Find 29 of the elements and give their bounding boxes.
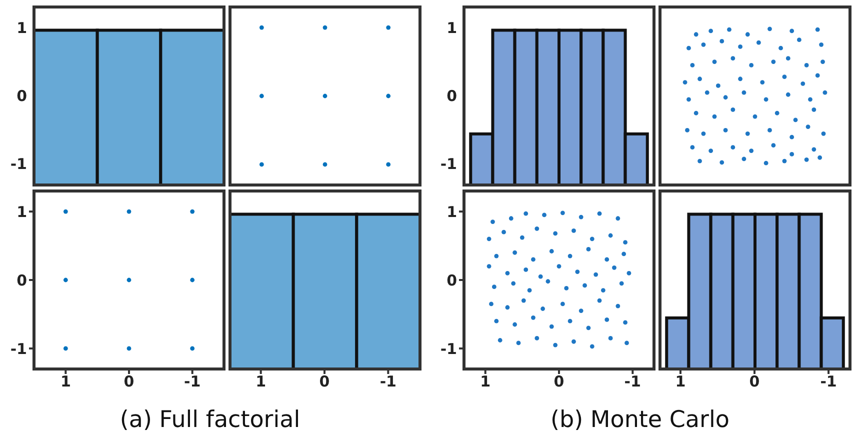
y-tick-label: -1: [10, 340, 27, 358]
x-tick-label: -1: [184, 372, 201, 391]
x-tick-label: 0: [124, 372, 134, 391]
point: [190, 278, 195, 282]
x-tick-label: -1: [820, 372, 837, 391]
point: [190, 209, 195, 214]
x-tick-label: 1: [60, 372, 71, 391]
x-tick-label: 0: [749, 372, 760, 391]
point: [126, 278, 132, 282]
x-tick-label: 1: [675, 372, 686, 391]
x-tick-label: -1: [624, 372, 641, 391]
x-tick-label: 0: [554, 372, 564, 391]
point: [63, 346, 68, 351]
point: [126, 346, 132, 351]
point: [126, 209, 132, 214]
x-tick-label: 0: [319, 372, 330, 391]
y-tick-label: -1: [440, 340, 457, 358]
point: [63, 209, 68, 214]
x-tick-label: 1: [480, 372, 491, 391]
x-tick-label: -1: [380, 372, 397, 391]
y-tick-label: 0: [16, 271, 27, 290]
point: [63, 278, 68, 282]
text: (a) Full factorial: [118, 407, 302, 433]
x-tick-label: 1: [256, 372, 266, 391]
y-tick-label: 1: [446, 202, 457, 221]
text: (b) Monte Carlo: [550, 407, 730, 433]
y-tick-label: 1: [16, 202, 27, 221]
point: [190, 346, 195, 351]
y-tick-label: 0: [446, 271, 457, 290]
